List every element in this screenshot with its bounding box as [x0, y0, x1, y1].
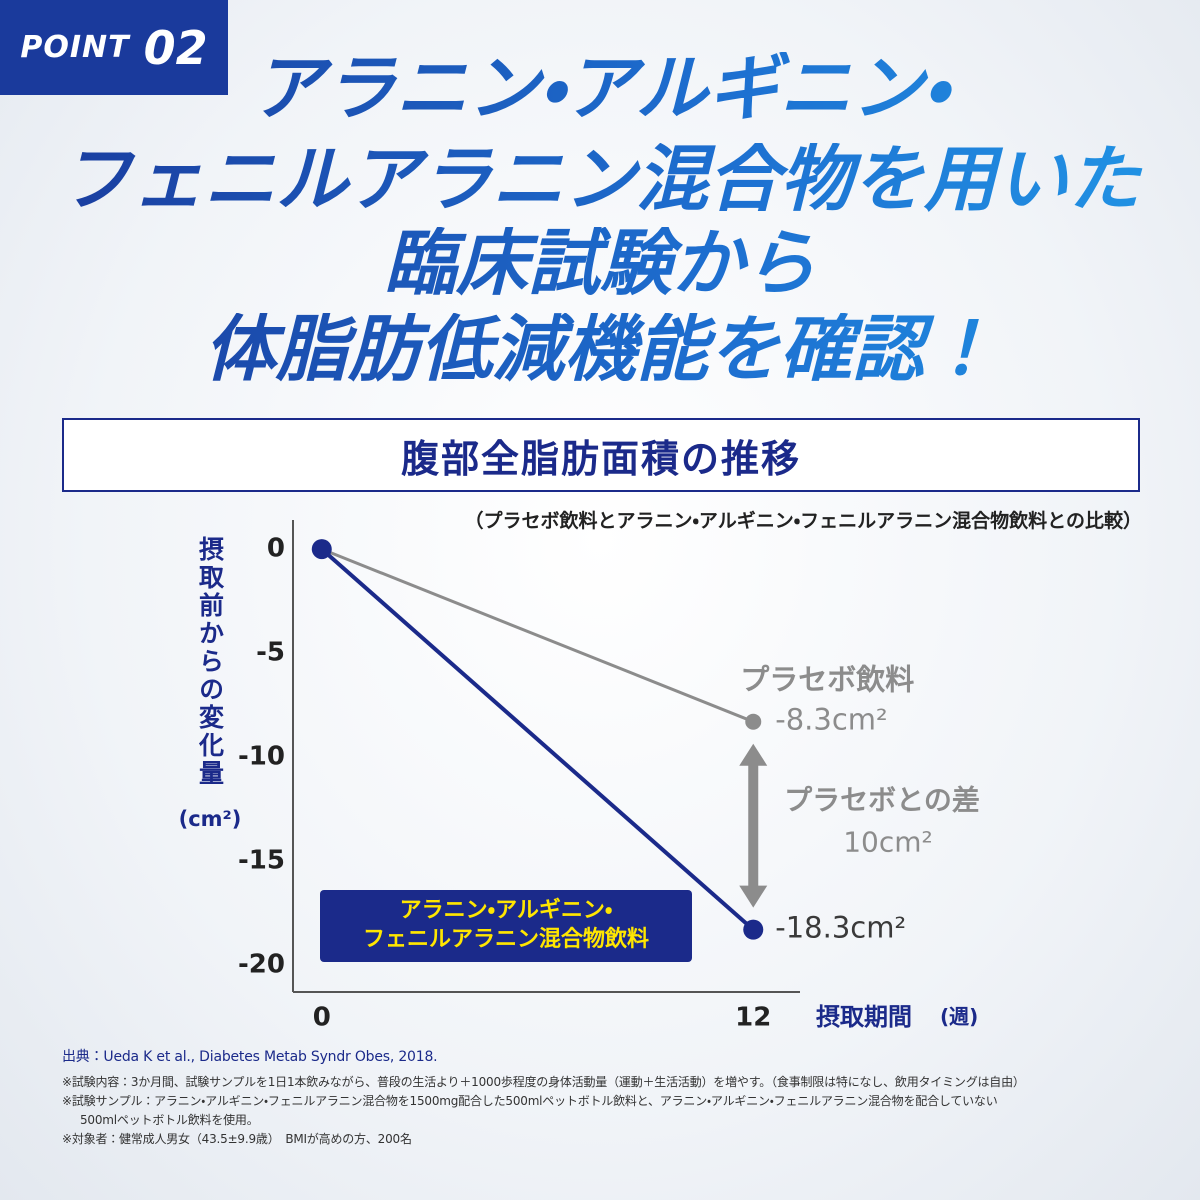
headline: 体脂肪低減機能を確認！	[0, 313, 1200, 385]
y-tick-label: 0	[267, 534, 285, 564]
chart-title: 腹部全脂肪面積の推移	[400, 436, 801, 481]
note: 500mlペットボトル飲料を使用。	[80, 1113, 259, 1127]
legend-box: アラニン・アルギニン・ フェニルアラニン混合物飲料	[320, 890, 692, 962]
source-text: Ueda K et al., Diabetes Metab Syndr Obes…	[103, 1049, 438, 1065]
badge-word: POINT	[20, 30, 130, 65]
y-tick-label: -15	[238, 846, 285, 876]
point-badge: POINT 02	[0, 0, 228, 95]
data-point	[311, 539, 332, 560]
headline: フェニルアラニン混合物を用いた	[0, 143, 1200, 215]
headline: 臨床試験から	[0, 227, 1200, 299]
chart-subtitle: （プラセボ飲料とアラニン・アルギニン・フェニルアラニン混合物飲料との比較）	[464, 510, 1142, 532]
y-tick-label: -5	[256, 638, 285, 668]
source-prefix: 出典：	[62, 1049, 104, 1065]
note: ※対象者：健常成人男女（43.5±9.9歳） BMIが高めの方、200名	[62, 1132, 412, 1146]
headline: アラニン・アルギニン・	[0, 52, 1200, 124]
data-point	[745, 713, 762, 730]
source: 出典：Ueda K et al., Diabetes Metab Syndr O…	[62, 1046, 438, 1066]
x-tick-label: 0	[313, 1003, 331, 1033]
y-tick-label: -10	[238, 742, 285, 772]
series-line	[320, 547, 755, 932]
value-label: -18.3cm²	[775, 911, 906, 945]
x-axis-label: 摂取期間	[816, 1003, 912, 1031]
y-axis-label: 摂取前からの変化量	[196, 536, 226, 788]
annotation-value: 10cm²	[843, 826, 933, 859]
badge-number: 02	[143, 20, 208, 75]
note: ※試験内容：3か月間、試験サンプルを1日1本飲みながら、普段の生活より＋1000…	[62, 1075, 1025, 1089]
y-tick-label: -20	[238, 949, 285, 979]
note: ※試験サンプル：アラニン・アルギニン・フェニルアラニン混合物を1500mg配合し…	[62, 1094, 998, 1108]
series-line	[321, 547, 754, 724]
chart-title-box: 腹部全脂肪面積の推移	[62, 418, 1140, 492]
x-axis-unit: (週)	[940, 1005, 978, 1029]
data-point	[743, 919, 764, 940]
x-tick-label: 12	[735, 1003, 771, 1033]
y-axis-unit: (cm²)	[179, 807, 242, 831]
annotation-text: プラセボとの差	[784, 784, 980, 817]
series-name: プラセボ飲料	[740, 663, 914, 697]
difference-arrow	[739, 743, 768, 908]
value-label: -8.3cm²	[775, 703, 887, 737]
